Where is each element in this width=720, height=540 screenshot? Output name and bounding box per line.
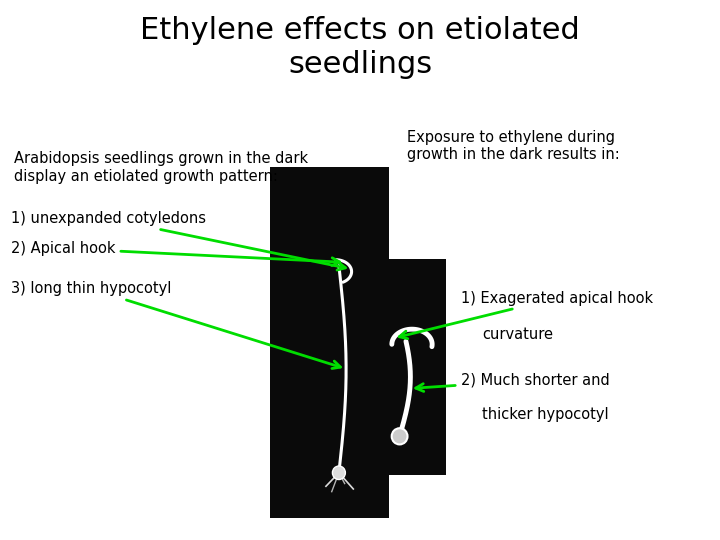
Text: 2) Much shorter and: 2) Much shorter and: [415, 373, 610, 392]
Text: thicker hypocotyl: thicker hypocotyl: [482, 407, 609, 422]
Ellipse shape: [333, 466, 346, 480]
Text: Arabidopsis seedlings grown in the dark
display an etiolated growth pattern:: Arabidopsis seedlings grown in the dark …: [14, 151, 309, 184]
Text: 1) unexpanded cotyledons: 1) unexpanded cotyledons: [11, 211, 346, 270]
Text: 2) Apical hook: 2) Apical hook: [11, 241, 340, 266]
Bar: [270, 167, 389, 518]
Text: 1) Exagerated apical hook: 1) Exagerated apical hook: [400, 291, 653, 339]
Ellipse shape: [392, 428, 408, 444]
Bar: [353, 259, 446, 475]
Text: curvature: curvature: [482, 327, 554, 342]
Text: Ethylene effects on etiolated
seedlings: Ethylene effects on etiolated seedlings: [140, 16, 580, 79]
Text: 3) long thin hypocotyl: 3) long thin hypocotyl: [11, 281, 341, 368]
Text: Exposure to ethylene during
growth in the dark results in:: Exposure to ethylene during growth in th…: [407, 130, 619, 162]
